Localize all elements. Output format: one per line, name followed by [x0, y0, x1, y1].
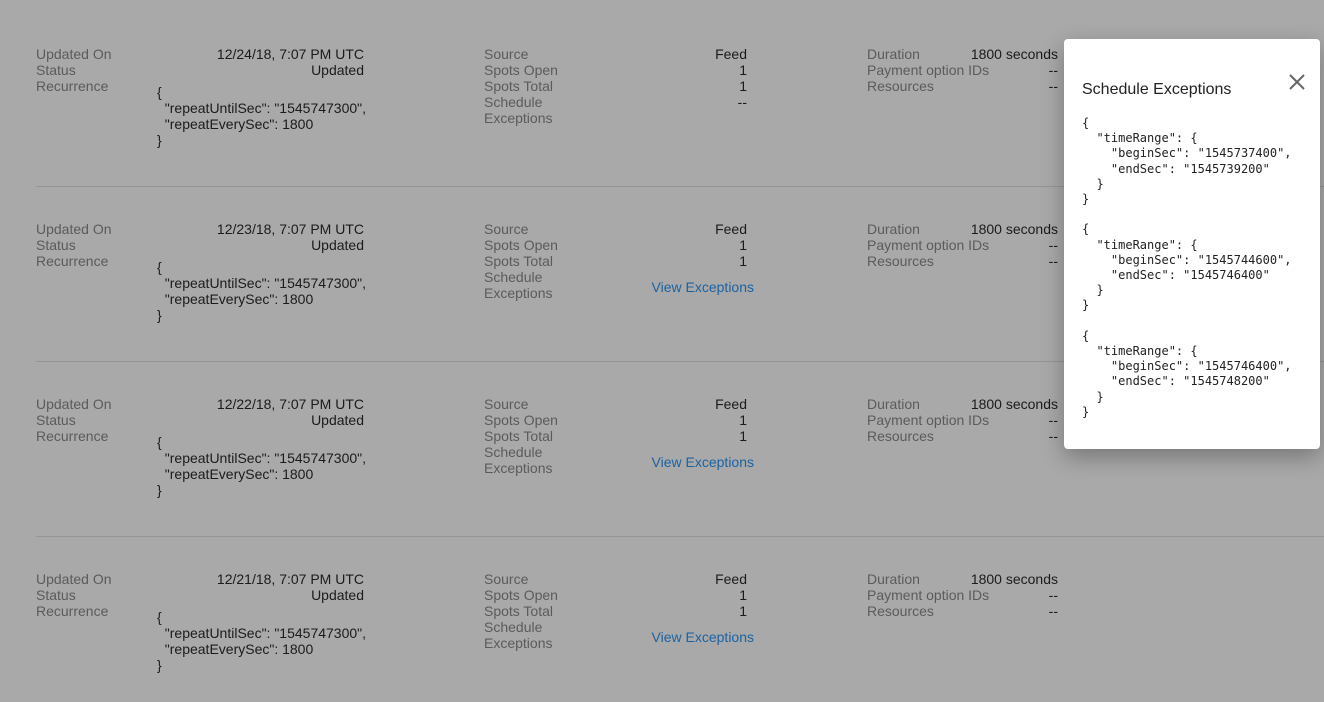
updated-on-label: Updated On: [36, 221, 112, 237]
spots-open-value: 1: [739, 237, 747, 253]
recurrence-json: { "repeatUntilSec": "1545747300", "repea…: [157, 434, 367, 498]
updated-on-value: 12/24/18, 7:07 PM UTC: [216, 46, 364, 62]
spots-open-value: 1: [739, 412, 747, 428]
spots-total-value: 1: [739, 603, 747, 619]
view-exceptions-link[interactable]: View Exceptions: [651, 454, 754, 470]
spots-open-value: 1: [739, 587, 747, 603]
duration-label: Duration: [867, 221, 920, 237]
payment-option-ids-label: Payment option IDs: [867, 412, 990, 428]
status-value: Updated: [311, 587, 364, 603]
recurrence-label: Recurrence: [36, 253, 109, 269]
divider: [36, 361, 1324, 362]
payment-option-ids-label: Payment option IDs: [867, 587, 990, 603]
payment-option-ids-value: --: [1048, 62, 1058, 78]
source-value: Feed: [715, 571, 747, 587]
recurrence-json: { "repeatUntilSec": "1545747300", "repea…: [157, 84, 367, 148]
payment-option-ids-value: --: [1048, 587, 1058, 603]
status-label: Status: [36, 62, 76, 78]
duration-value: 1800 seconds: [970, 571, 1058, 587]
exceptions-json: { "timeRange": { "beginSec": "1545737400…: [1082, 116, 1292, 419]
schedule-exceptions-label-2: Exceptions: [484, 460, 553, 476]
schedule-exceptions-label-2: Exceptions: [484, 635, 553, 651]
duration-value: 1800 seconds: [970, 221, 1058, 237]
schedule-exceptions-label: Schedule: [484, 94, 543, 110]
spots-total-label: Spots Total: [484, 428, 554, 444]
resources-label: Resources: [867, 603, 934, 619]
status-label: Status: [36, 587, 76, 603]
payment-option-ids-value: --: [1048, 237, 1058, 253]
status-label: Status: [36, 237, 76, 253]
updated-on-value: 12/22/18, 7:07 PM UTC: [216, 396, 364, 412]
source-label: Source: [484, 46, 529, 62]
schedule-exceptions-dialog: Schedule Exceptions { "timeRange": { "be…: [1064, 39, 1320, 449]
view-exceptions-link[interactable]: View Exceptions: [651, 629, 754, 645]
record-card: Updated On 12/24/18, 7:07 PM UTC Status Upd…: [0, 0, 1324, 175]
resources-value: --: [1048, 428, 1058, 444]
duration-value: 1800 seconds: [970, 46, 1058, 62]
close-icon[interactable]: [1286, 71, 1308, 93]
updated-on-label: Updated On: [36, 396, 112, 412]
resources-label: Resources: [867, 253, 934, 269]
recurrence-json: { "repeatUntilSec": "1545747300", "repea…: [157, 259, 367, 323]
payment-option-ids-label: Payment option IDs: [867, 62, 990, 78]
source-label: Source: [484, 396, 529, 412]
recurrence-label: Recurrence: [36, 603, 109, 619]
duration-label: Duration: [867, 571, 920, 587]
updated-on-value: 12/21/18, 7:07 PM UTC: [216, 571, 364, 587]
status-value: Updated: [311, 62, 364, 78]
spots-total-label: Spots Total: [484, 78, 554, 94]
updated-on-label: Updated On: [36, 46, 112, 62]
resources-value: --: [1048, 603, 1058, 619]
schedule-exceptions-label-2: Exceptions: [484, 110, 553, 126]
recurrence-json: { "repeatUntilSec": "1545747300", "repea…: [157, 609, 367, 673]
record-card: Updated On 12/22/18, 7:07 PM UTC Status Upd…: [0, 350, 1324, 525]
updated-on-value: 12/23/18, 7:07 PM UTC: [216, 221, 364, 237]
divider: [36, 536, 1324, 537]
status-value: Updated: [311, 412, 364, 428]
source-value: Feed: [715, 396, 747, 412]
spots-open-value: 1: [739, 62, 747, 78]
spots-open-label: Spots Open: [484, 412, 558, 428]
resources-value: --: [1048, 253, 1058, 269]
source-value: Feed: [715, 221, 747, 237]
resources-value: --: [1048, 78, 1058, 94]
resources-label: Resources: [867, 78, 934, 94]
resources-label: Resources: [867, 428, 934, 444]
spots-open-label: Spots Open: [484, 587, 558, 603]
divider: [36, 186, 1324, 187]
updated-on-label: Updated On: [36, 571, 112, 587]
record-card: Updated On 12/23/18, 7:07 PM UTC Status Upd…: [0, 175, 1324, 350]
status-label: Status: [36, 412, 76, 428]
spots-open-label: Spots Open: [484, 237, 558, 253]
payment-option-ids-value: --: [1048, 412, 1058, 428]
spots-total-value: 1: [739, 428, 747, 444]
spots-total-value: 1: [739, 253, 747, 269]
source-label: Source: [484, 571, 529, 587]
duration-value: 1800 seconds: [970, 396, 1058, 412]
schedule-exceptions-label: Schedule: [484, 444, 543, 460]
spots-total-value: 1: [739, 78, 747, 94]
status-value: Updated: [311, 237, 364, 253]
source-value: Feed: [715, 46, 747, 62]
spots-total-label: Spots Total: [484, 603, 554, 619]
duration-label: Duration: [867, 46, 920, 62]
schedule-exceptions-label-2: Exceptions: [484, 285, 553, 301]
schedule-exceptions-value: --: [737, 94, 747, 110]
duration-label: Duration: [867, 396, 920, 412]
dialog-title: Schedule Exceptions: [1082, 81, 1232, 98]
source-label: Source: [484, 221, 529, 237]
spots-total-label: Spots Total: [484, 253, 554, 269]
record-card: Updated On 12/21/18, 7:07 PM UTC Status Upd…: [0, 525, 1324, 700]
recurrence-label: Recurrence: [36, 428, 109, 444]
schedule-exceptions-label: Schedule: [484, 269, 543, 285]
view-exceptions-link[interactable]: View Exceptions: [651, 279, 754, 295]
spots-open-label: Spots Open: [484, 62, 558, 78]
recurrence-label: Recurrence: [36, 78, 109, 94]
schedule-exceptions-label: Schedule: [484, 619, 543, 635]
payment-option-ids-label: Payment option IDs: [867, 237, 990, 253]
